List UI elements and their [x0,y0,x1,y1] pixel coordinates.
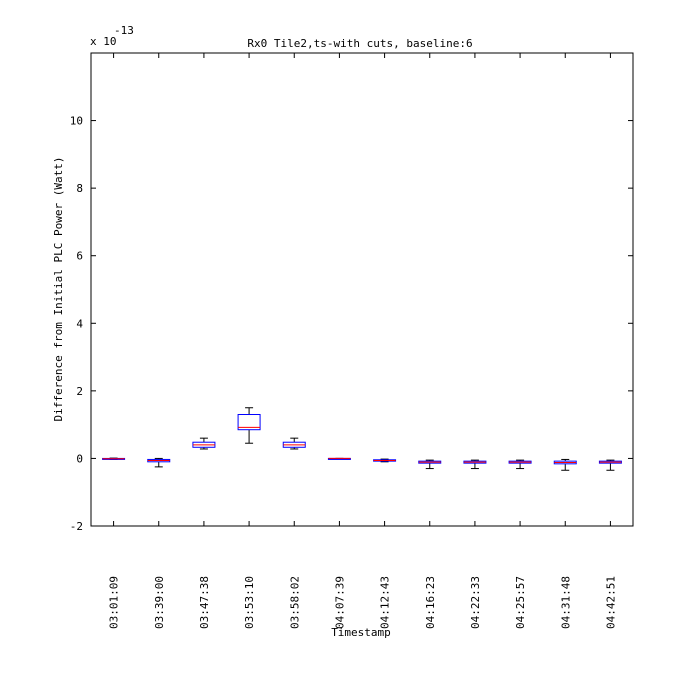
x-tick-label: 04:42:51 [604,576,617,629]
box-8 [463,459,487,470]
x-tick-label: 03:47:38 [198,576,211,629]
x-tick-label: 04:12:43 [379,576,392,629]
box-11 [598,459,622,471]
x-tick-label: 04:07:39 [333,576,346,629]
y-tick-label: 10 [70,115,83,128]
x-tick-label: 04:25:57 [514,576,527,629]
y-tick-label: 6 [76,250,83,263]
box-6 [373,458,397,463]
y-tick-label: 0 [76,452,83,465]
x-axis: 03:01:09 03:39:00 03:47:38 03:53:10 03:58:02… [108,53,617,629]
x-tick-label: 04:22:33 [469,576,482,629]
y-axis-label: Difference from Initial PLC Power (Watt) [52,157,65,422]
box-body [237,414,261,431]
y-tick-label: 8 [76,182,83,195]
x-tick-label: 03:01:09 [108,576,121,629]
y-tick-label: 2 [76,385,83,398]
y-axis: -2 0 2 4 6 8 10 [70,115,633,533]
box-2 [192,437,216,450]
y-scale-exponent: -13 [114,24,134,37]
x-tick-label: 04:31:48 [559,576,572,629]
y-tick-label: 4 [76,317,83,330]
x-tick-label: 03:58:02 [288,576,301,629]
chart-title: Rx0 Tile2,ts-with cuts, baseline:6 [247,37,472,50]
x-tick-label: 04:16:23 [424,576,437,629]
box-7 [418,459,442,470]
x-tick-label: 03:39:00 [153,576,166,629]
x-axis-label: Timestamp [331,626,391,639]
box-0 [102,457,126,460]
box-1 [147,457,171,468]
y-tick-label: -2 [70,520,83,533]
box-3 [237,407,261,444]
y-scale-label: x 10 [90,35,117,48]
box-series [102,407,622,471]
box-10 [553,458,577,471]
plot-area-frame [90,52,634,527]
box-4 [282,437,306,450]
box-5 [327,457,351,460]
x-tick-label: 03:53:10 [243,576,256,629]
box-9 [508,459,532,470]
